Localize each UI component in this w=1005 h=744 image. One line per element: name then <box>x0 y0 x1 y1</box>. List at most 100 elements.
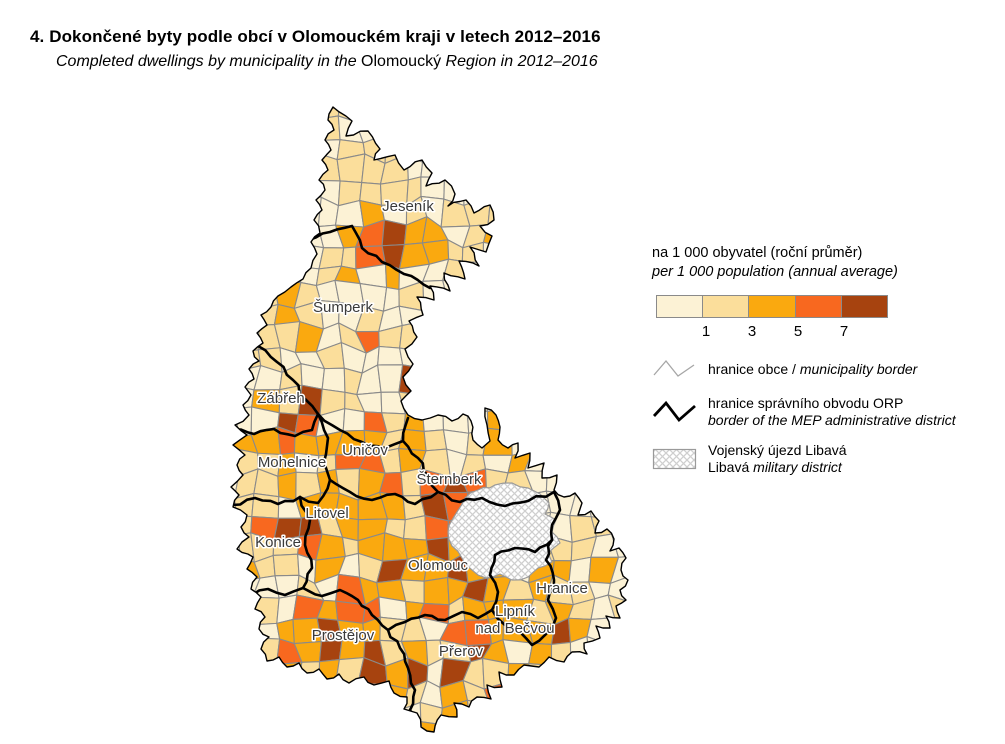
municipality-cell <box>633 574 654 603</box>
municipality-cell <box>231 581 237 605</box>
municipality-cell <box>442 407 470 434</box>
municipality-cell <box>467 281 490 311</box>
municipality-cell <box>277 242 299 268</box>
municipality-cell <box>565 426 597 454</box>
municipality-cell <box>403 115 427 143</box>
municipality-cell <box>420 114 450 144</box>
municipality-cell <box>421 389 444 412</box>
municipality-cell <box>503 179 530 201</box>
municipality-cell <box>631 516 658 533</box>
municipality-cell <box>547 664 575 689</box>
map-label-sumperk: Šumperk <box>313 299 374 316</box>
municipality-cell <box>420 321 444 353</box>
municipality-cell <box>231 447 240 477</box>
municipality-cell <box>526 180 547 204</box>
legend-item-label: hranice obce / municipality border <box>708 360 918 377</box>
municipality-cell <box>462 134 492 157</box>
municipality-cell <box>231 595 240 626</box>
municipality-cell <box>587 468 618 501</box>
municipality-cell <box>502 639 534 665</box>
orp-border <box>316 412 332 482</box>
orp-border <box>386 608 494 632</box>
legend-title-en: per 1 000 population (annual average) <box>652 264 898 280</box>
municipality-cell <box>507 681 533 704</box>
municipality-cell <box>231 222 240 241</box>
municipality-cell <box>334 657 365 686</box>
municipality-cell <box>588 385 617 413</box>
municipality-cell <box>570 242 598 267</box>
municipality-cell <box>608 617 628 646</box>
municipality-cell <box>573 280 596 307</box>
orp-border <box>239 495 314 597</box>
municipality-cell <box>297 720 323 732</box>
municipality-cell <box>526 260 554 284</box>
municipality-cell <box>545 681 575 708</box>
map-label-prerov: Přerov <box>439 643 484 660</box>
municipality-cell <box>631 495 655 519</box>
municipality-cell <box>231 107 235 122</box>
municipality-cell <box>588 364 617 396</box>
municipality-cell <box>607 468 628 500</box>
municipality-cell <box>503 107 532 121</box>
municipality-cell <box>237 239 256 269</box>
municipality-cell <box>273 720 302 732</box>
municipality-cell <box>545 429 577 456</box>
municipality-cell <box>631 96 653 122</box>
municipality-cell <box>586 406 616 430</box>
municipality-cell <box>253 242 280 269</box>
municipality-cell <box>549 239 575 264</box>
municipality-cell <box>485 726 510 732</box>
municipality-cell <box>545 405 577 436</box>
municipality-cell <box>318 247 345 270</box>
municipality-cell <box>545 178 572 204</box>
municipality-cell <box>340 727 365 732</box>
municipality-cell <box>547 305 577 332</box>
municipality-cell <box>587 195 613 225</box>
scale-swatch-1 <box>657 296 704 317</box>
municipality-cell <box>586 426 616 454</box>
municipality-cell <box>548 216 573 244</box>
municipality-cell <box>544 699 574 732</box>
municipality-cell <box>274 195 301 220</box>
municipality-cell <box>469 727 490 732</box>
municipality-cell <box>565 201 592 227</box>
municipality-cell <box>548 280 576 311</box>
municipality-cell <box>504 195 529 228</box>
municipality-cell <box>482 241 511 269</box>
municipality-cell <box>566 221 598 244</box>
page-subtitle-part: Region in 2012–2016 <box>441 53 598 70</box>
municipality-cell <box>526 702 548 732</box>
municipality-cell <box>483 107 507 121</box>
municipality-cell <box>231 175 240 204</box>
legend-item-3: Vojenský újezd Libavá Libavá military dis… <box>652 442 1002 476</box>
municipality-cell <box>523 139 549 160</box>
municipality-cell <box>503 219 529 248</box>
scale-tick-7: 7 <box>839 323 849 340</box>
map-labels: Jeseník Šumperk Zábřeh Mohelnice Uničov Štern… <box>254 197 590 662</box>
municipality-cell <box>607 195 628 226</box>
municipality-cell <box>233 141 256 160</box>
municipality-cell <box>486 344 507 374</box>
municipality-cell <box>595 679 616 710</box>
municipality-cell <box>630 663 659 686</box>
municipality-cell <box>316 720 344 732</box>
municipality-cell <box>632 700 660 722</box>
page-subtitle-part: Olomoucký <box>361 53 442 70</box>
municipality-cell <box>253 720 279 732</box>
municipality-cell <box>510 429 534 456</box>
municipality-cell <box>231 300 233 331</box>
legend-items: hranice obce / municipality border hranic… <box>652 356 1002 476</box>
orp-border <box>316 412 410 450</box>
municipality-cell <box>378 107 406 120</box>
municipality-cell <box>506 408 532 432</box>
municipality-cell <box>610 364 628 395</box>
municipality-cell <box>231 350 239 374</box>
color-scale <box>656 295 888 318</box>
municipality-cell <box>570 107 596 120</box>
municipality-cell <box>589 660 611 684</box>
municipality-cell <box>376 722 405 732</box>
municipality-cell <box>589 303 615 326</box>
municipality-cell <box>608 643 628 664</box>
map-label-lipnik-nad-becvou: nad Bečvou <box>475 620 554 637</box>
municipality-cell <box>233 637 262 668</box>
